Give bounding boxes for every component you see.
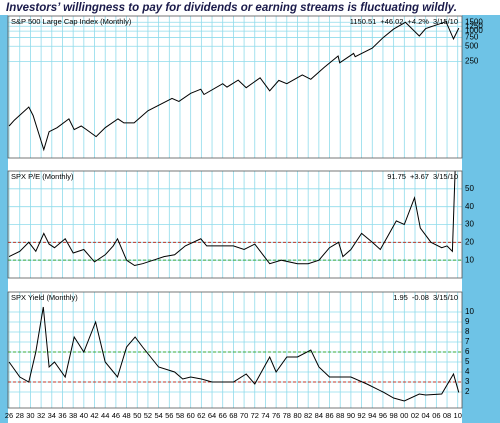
x-tick-label: 70 xyxy=(240,411,248,420)
x-tick-label: 40 xyxy=(80,411,88,420)
x-tick-label: 42 xyxy=(90,411,98,420)
x-tick-label: 80 xyxy=(293,411,301,420)
x-tick-label: 06 xyxy=(432,411,440,420)
x-tick-label: 92 xyxy=(357,411,365,420)
y-tick-label: 9 xyxy=(465,317,470,326)
x-tick-label: 30 xyxy=(26,411,34,420)
x-tick-label: 26 xyxy=(5,411,13,420)
panel-stat: 3/15/10 xyxy=(433,293,458,302)
panel-stat: -0.08 xyxy=(412,293,429,302)
y-tick-label: 500 xyxy=(465,41,479,50)
y-tick-label: 50 xyxy=(465,184,474,193)
panel-border xyxy=(7,291,463,409)
y-tick-label: 1250 xyxy=(465,21,483,30)
series-line xyxy=(8,21,460,152)
y-tick-label: 20 xyxy=(465,237,474,246)
x-tick-label: 36 xyxy=(58,411,66,420)
y-tick-label: 250 xyxy=(465,57,479,66)
y-tick-label: 1000 xyxy=(465,26,483,35)
x-tick-label: 86 xyxy=(325,411,333,420)
y-tick-label: 4 xyxy=(465,367,470,376)
x-tick-label: 96 xyxy=(379,411,387,420)
panel-label: S&P 500 Large Cap Index (Monthly) xyxy=(11,17,132,26)
x-tick-label: 84 xyxy=(315,411,323,420)
x-tick-label: 74 xyxy=(261,411,269,420)
y-tick-label: 6 xyxy=(465,347,470,356)
x-tick-label: 08 xyxy=(443,411,451,420)
x-tick-label: 34 xyxy=(48,411,56,420)
panel-stat: 1.95 xyxy=(393,293,408,302)
y-tick-label: 10 xyxy=(465,307,474,316)
x-tick-label: 50 xyxy=(133,411,141,420)
panel: 10 20 30 40 50 SPX P/E (Monthly) 3/15/10 +3.67 9… xyxy=(7,170,474,279)
x-tick-label: 02 xyxy=(411,411,419,420)
y-tick-label: 5 xyxy=(465,357,470,366)
panel-label: SPX P/E (Monthly) xyxy=(11,172,74,181)
page-title: Investors’ willingness to pay for divide… xyxy=(6,2,457,14)
x-tick-label: 64 xyxy=(208,411,216,420)
x-tick-label: 76 xyxy=(272,411,280,420)
series-line xyxy=(8,306,460,402)
x-tick-label: 48 xyxy=(122,411,130,420)
x-tick-label: 44 xyxy=(101,411,109,420)
panel-stat: 3/15/10 xyxy=(433,17,458,26)
y-tick-label: 8 xyxy=(465,327,470,336)
panel-stat: +46.02 xyxy=(380,17,403,26)
panel-border xyxy=(7,15,463,159)
x-tick-label: 82 xyxy=(304,411,312,420)
panel-label: SPX Yield (Monthly) xyxy=(11,293,78,302)
x-tick-label: 72 xyxy=(251,411,259,420)
x-tick-label: 54 xyxy=(154,411,162,420)
x-tick-label: 56 xyxy=(165,411,173,420)
panel-stat: 91.75 xyxy=(387,172,406,181)
series-line xyxy=(8,171,456,267)
y-tick-label: 2 xyxy=(465,387,470,396)
panel-stat: +3.67 xyxy=(410,172,429,181)
x-tick-label: 00 xyxy=(400,411,408,420)
y-tick-label: 3 xyxy=(465,377,470,386)
x-tick-label: 88 xyxy=(336,411,344,420)
panel-stat: +4.2% xyxy=(407,17,429,26)
y-tick-label: 30 xyxy=(465,220,474,229)
y-tick-label: 750 xyxy=(465,33,479,42)
right-band xyxy=(462,15,500,423)
x-tick-label: 68 xyxy=(229,411,237,420)
x-tick-label: 94 xyxy=(368,411,376,420)
x-tick-label: 58 xyxy=(176,411,184,420)
y-tick-label: 7 xyxy=(465,337,470,346)
x-tick-label: 98 xyxy=(389,411,397,420)
x-tick-label: 60 xyxy=(186,411,194,420)
x-tick-label: 10 xyxy=(454,411,462,420)
panel-stat: 1150.51 xyxy=(350,17,377,26)
left-band xyxy=(0,15,8,423)
panel-stat: 3/15/10 xyxy=(433,172,458,181)
x-tick-label: 46 xyxy=(112,411,120,420)
x-tick-label: 66 xyxy=(219,411,227,420)
x-tick-label: 38 xyxy=(69,411,77,420)
y-tick-label: 40 xyxy=(465,202,474,211)
y-tick-label: 10 xyxy=(465,255,474,264)
x-tick-label: 90 xyxy=(347,411,355,420)
x-tick-label: 52 xyxy=(144,411,152,420)
x-tick-label: 62 xyxy=(197,411,205,420)
y-tick-label: 1500 xyxy=(465,17,483,26)
x-tick-label: 78 xyxy=(283,411,291,420)
x-tick-label: 28 xyxy=(16,411,24,420)
x-tick-label: 32 xyxy=(37,411,45,420)
x-tick-label: 04 xyxy=(422,411,430,420)
panel-border xyxy=(7,170,463,279)
